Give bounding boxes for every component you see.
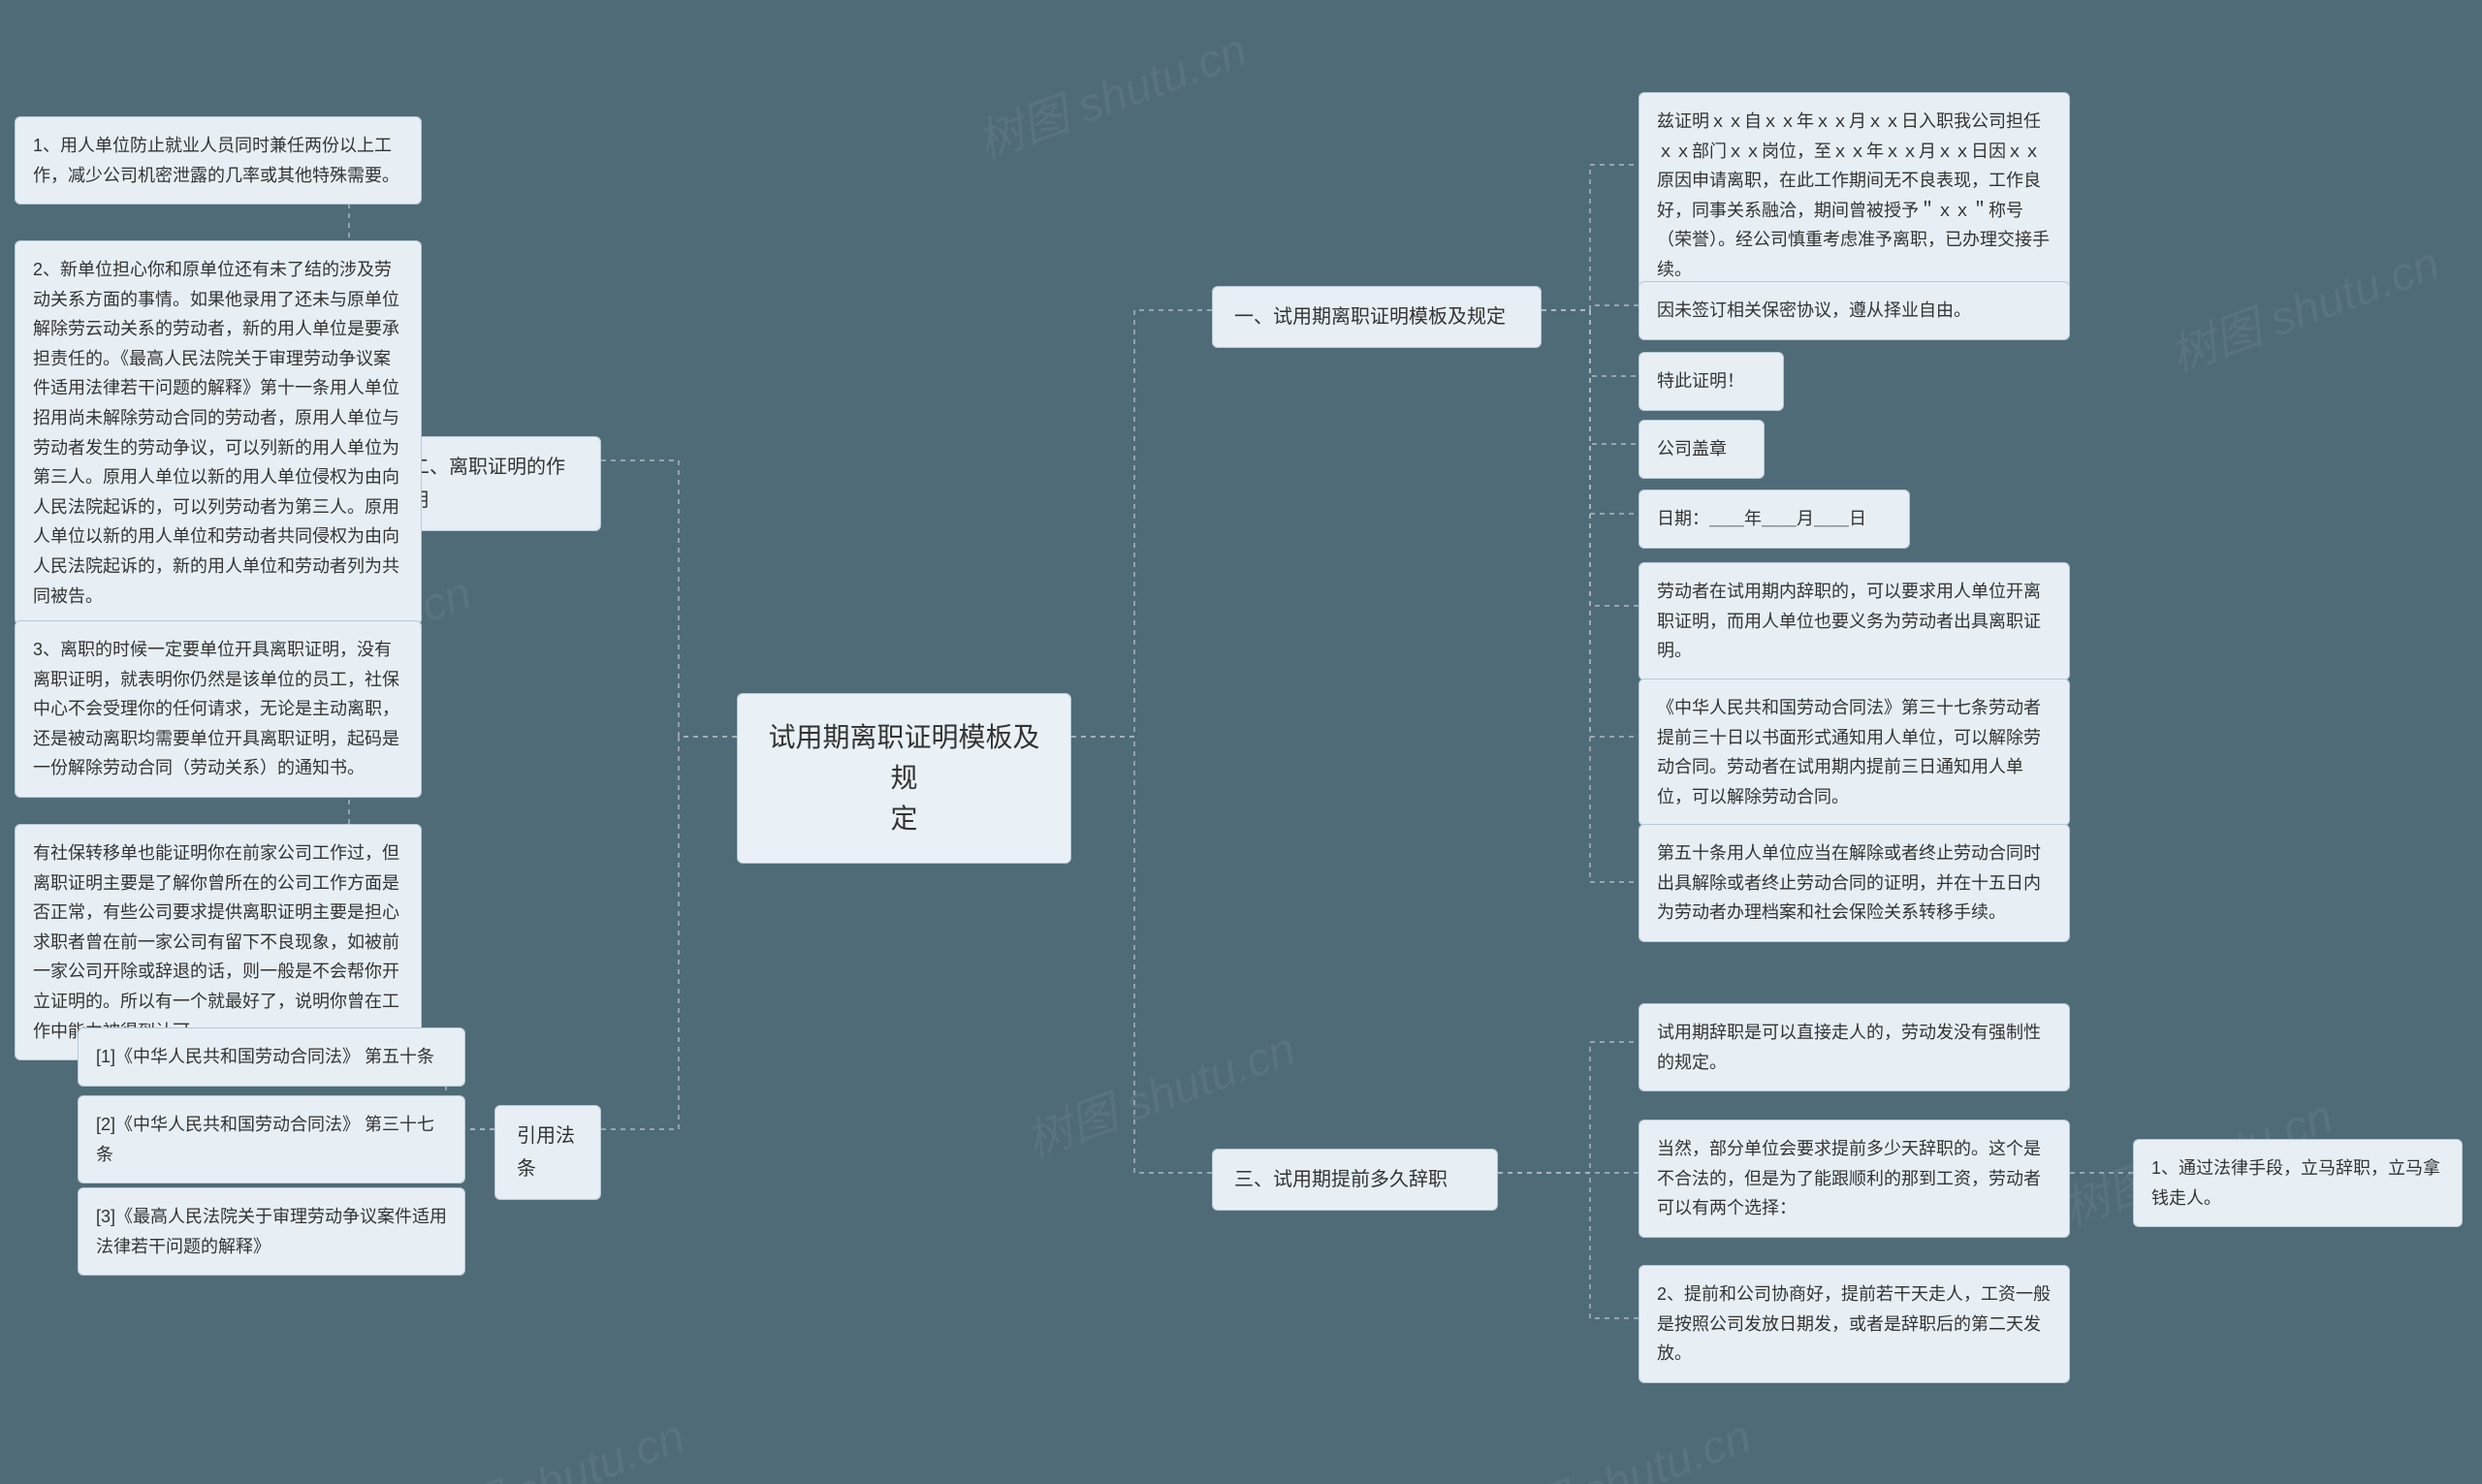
leaf-b1-3: 特此证明！ bbox=[1639, 352, 1784, 411]
leaf-b1-6: 劳动者在试用期内辞职的，可以要求用人单位开离职证明，而用人单位也要义务为劳动者出… bbox=[1639, 562, 2070, 680]
leaf-b2-2: 2、新单位担心你和原单位还有未了结的涉及劳动关系方面的事情。如果他录用了还未与原… bbox=[15, 240, 422, 625]
watermark: 树图 shutu.cn bbox=[1471, 1398, 1759, 1484]
root-node: 试用期离职证明模板及规定 bbox=[737, 693, 1071, 864]
leaf-b3-3: 2、提前和公司协商好，提前若干天走人，工资一般是按照公司发放日期发，或者是辞职后… bbox=[1639, 1265, 2070, 1383]
leaf-b1-2: 因未签订相关保密协议，遵从择业自由。 bbox=[1639, 281, 2070, 340]
branch-3: 三、试用期提前多久辞职 bbox=[1212, 1149, 1498, 1211]
leaf-b1-4: 公司盖章 bbox=[1639, 420, 1765, 479]
leaf-b4-1: [1]《中华人民共和国劳动合同法》 第五十条 bbox=[78, 1027, 465, 1087]
leaf-b3-2-1: 1、通过法律手段，立马辞职，立马拿钱走人。 bbox=[2133, 1139, 2463, 1227]
watermark: 树图 shutu.cn bbox=[2159, 225, 2447, 385]
branch-4: 引用法条 bbox=[494, 1105, 601, 1200]
watermark: 树图 shutu.cn bbox=[967, 12, 1255, 172]
leaf-b4-2: [2]《中华人民共和国劳动合同法》 第三十七条 bbox=[78, 1095, 465, 1184]
leaf-b2-4: 有社保转移单也能证明你在前家公司工作过，但离职证明主要是了解你曾所在的公司工作方… bbox=[15, 824, 422, 1060]
leaf-b4-3: [3]《最高人民法院关于审理劳动争议案件适用法律若干问题的解释》 bbox=[78, 1187, 465, 1276]
watermark: 树图 shutu.cn bbox=[404, 1398, 692, 1484]
leaf-b1-5: 日期：＿＿年＿＿月＿＿日 bbox=[1639, 489, 1910, 549]
leaf-b2-3: 3、离职的时候一定要单位开具离职证明，没有离职证明，就表明你仍然是该单位的员工，… bbox=[15, 620, 422, 798]
watermark: 树图 shutu.cn bbox=[1015, 1010, 1303, 1170]
leaf-b1-1: 兹证明ｘｘ自ｘｘ年ｘｘ月ｘｘ日入职我公司担任ｘｘ部门ｘｘ岗位，至ｘｘ年ｘｘ月ｘｘ… bbox=[1639, 92, 2070, 300]
leaf-b1-8: 第五十条用人单位应当在解除或者终止劳动合同时出具解除或者终止劳动合同的证明，并在… bbox=[1639, 824, 2070, 942]
leaf-b1-7: 《中华人民共和国劳动合同法》第三十七条劳动者提前三十日以书面形式通知用人单位，可… bbox=[1639, 679, 2070, 826]
leaf-b3-1: 试用期辞职是可以直接走人的，劳动发没有强制性的规定。 bbox=[1639, 1003, 2070, 1091]
leaf-b2-1: 1、用人单位防止就业人员同时兼任两份以上工作，减少公司机密泄露的几率或其他特殊需… bbox=[15, 116, 422, 205]
leaf-b3-2: 当然，部分单位会要求提前多少天辞职的。这个是不合法的，但是为了能跟顺利的那到工资… bbox=[1639, 1120, 2070, 1238]
branch-1: 一、试用期离职证明模板及规定 bbox=[1212, 286, 1542, 348]
